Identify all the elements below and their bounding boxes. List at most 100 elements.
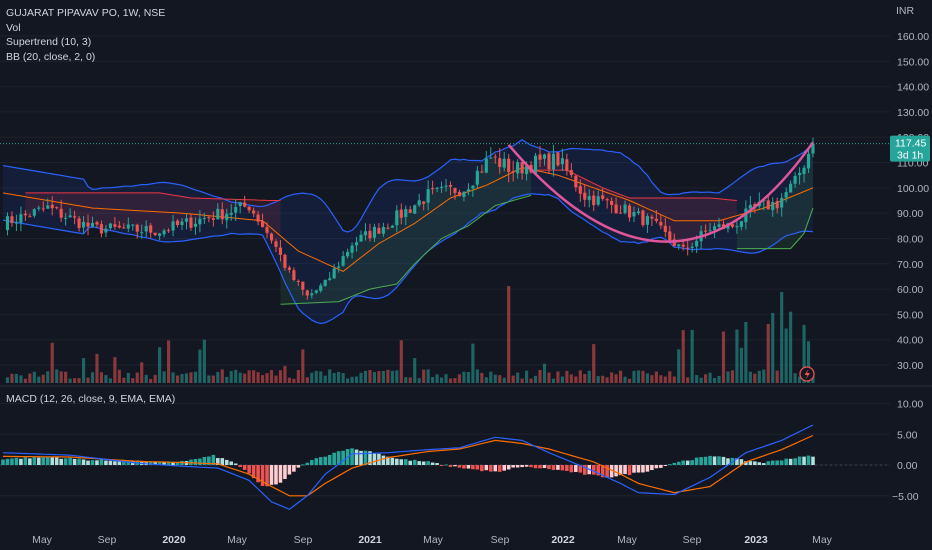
macd-histogram-bar (417, 461, 421, 465)
macd-histogram-bar (117, 461, 122, 465)
volume-bar (677, 349, 681, 383)
candle-body (704, 230, 708, 232)
candle-body (533, 155, 538, 174)
volume-bar (305, 377, 309, 383)
time-tick-label: 2022 (551, 534, 575, 546)
candle-body (766, 200, 770, 210)
candle-body (346, 251, 350, 257)
candle-body (247, 206, 251, 211)
volume-bar (117, 369, 121, 383)
candle-body (99, 224, 104, 234)
candle-body (511, 171, 515, 173)
candle-body (502, 158, 506, 168)
macd-histogram-bar (296, 465, 301, 468)
candle-body (650, 216, 654, 219)
candle-body (717, 224, 721, 228)
candle-body (399, 209, 403, 218)
candle-body (46, 205, 50, 209)
volume-bar (556, 371, 560, 383)
macd-histogram-bar (19, 458, 23, 465)
candle-body (578, 186, 582, 194)
macd-histogram-bar (37, 457, 41, 465)
candle-body (780, 198, 784, 208)
candle-body (189, 217, 193, 228)
volume-bar (328, 369, 332, 383)
macd-histogram-bar (130, 461, 135, 465)
candle-body (623, 204, 627, 214)
macd-histogram-bar (744, 461, 748, 465)
macd-histogram-bar (421, 461, 426, 465)
macd-histogram-bar (238, 465, 242, 467)
candle-body (395, 210, 399, 226)
macd-histogram-bar (341, 450, 345, 465)
volume-bar (708, 372, 712, 383)
price-tick-label: 70.00 (897, 259, 923, 271)
alert-icon[interactable] (799, 366, 815, 382)
macd-histogram-bar (524, 465, 529, 467)
volume-bar (175, 375, 180, 383)
candle-body (641, 210, 645, 226)
volume-bar (798, 376, 802, 383)
macd-histogram-bar (122, 461, 126, 465)
volume-bar (668, 371, 672, 383)
indicator-bb[interactable]: BB (20, close, 2, 0) (6, 50, 96, 63)
macd-histogram-bar (797, 456, 802, 465)
candle-body (730, 224, 735, 227)
candle-body (596, 196, 600, 205)
macd-histogram-bar (717, 456, 721, 465)
macd-histogram-bar (350, 448, 354, 465)
price-tick-label: 40.00 (897, 335, 923, 347)
candle-body (319, 285, 323, 291)
supertrend-area-down (25, 192, 281, 255)
macd-histogram-bar (386, 456, 390, 465)
volume-bar (650, 375, 654, 383)
volume-bar (386, 369, 390, 383)
volume-bar (140, 362, 144, 383)
indicator-macd[interactable]: MACD (12, 26, close, 9, EMA, EMA) (6, 393, 176, 405)
candle-body (131, 224, 135, 226)
macd-histogram-bar (399, 459, 404, 465)
macd-histogram-bar (90, 460, 95, 465)
macd-histogram-bar (104, 460, 108, 465)
macd-histogram-bar (788, 458, 793, 465)
indicator-supertrend[interactable]: Supertrend (10, 3) (6, 36, 92, 48)
volume-bar (10, 373, 14, 383)
volume-bar (247, 370, 251, 383)
volume-bar (381, 370, 385, 383)
macd-histogram-bar (395, 458, 399, 465)
volume-bar (614, 374, 618, 383)
supertrend-line-down (25, 192, 281, 201)
volume-bar (623, 376, 627, 383)
volume-bar (520, 378, 524, 383)
volume-bar (413, 358, 417, 383)
macd-histogram-bar (600, 465, 605, 478)
volume-bar (448, 378, 453, 383)
candle-body (475, 170, 479, 185)
candle-body (565, 159, 569, 171)
candle-body (41, 208, 45, 210)
volume-bar (498, 375, 502, 383)
candle-body (301, 281, 305, 290)
macd-histogram-bar (569, 465, 574, 473)
macd-histogram-bar (207, 456, 211, 465)
macd-histogram-bar (256, 465, 260, 483)
macd-tick-label: 5.00 (897, 429, 918, 441)
indicator-vol[interactable]: Vol (6, 21, 21, 34)
symbol-title[interactable]: GUJARAT PIPAVAV PO, 1W, NSE (6, 7, 166, 19)
volume-bar (583, 374, 587, 383)
volume-bar (37, 376, 41, 383)
volume-bar (507, 286, 511, 383)
volume-bar (377, 371, 381, 383)
candle-body (627, 205, 632, 218)
candle-body (363, 231, 368, 236)
price-tick-label: 50.00 (897, 309, 923, 321)
bollinger-band-lines (2, 138, 814, 325)
candle-body (5, 216, 10, 231)
macd-histogram-bar (462, 465, 466, 469)
last-price-box (890, 135, 930, 162)
volume-bar (681, 330, 685, 383)
macd-histogram-bar (327, 454, 332, 465)
volume-bar (748, 371, 752, 383)
volume-bar (811, 375, 815, 383)
